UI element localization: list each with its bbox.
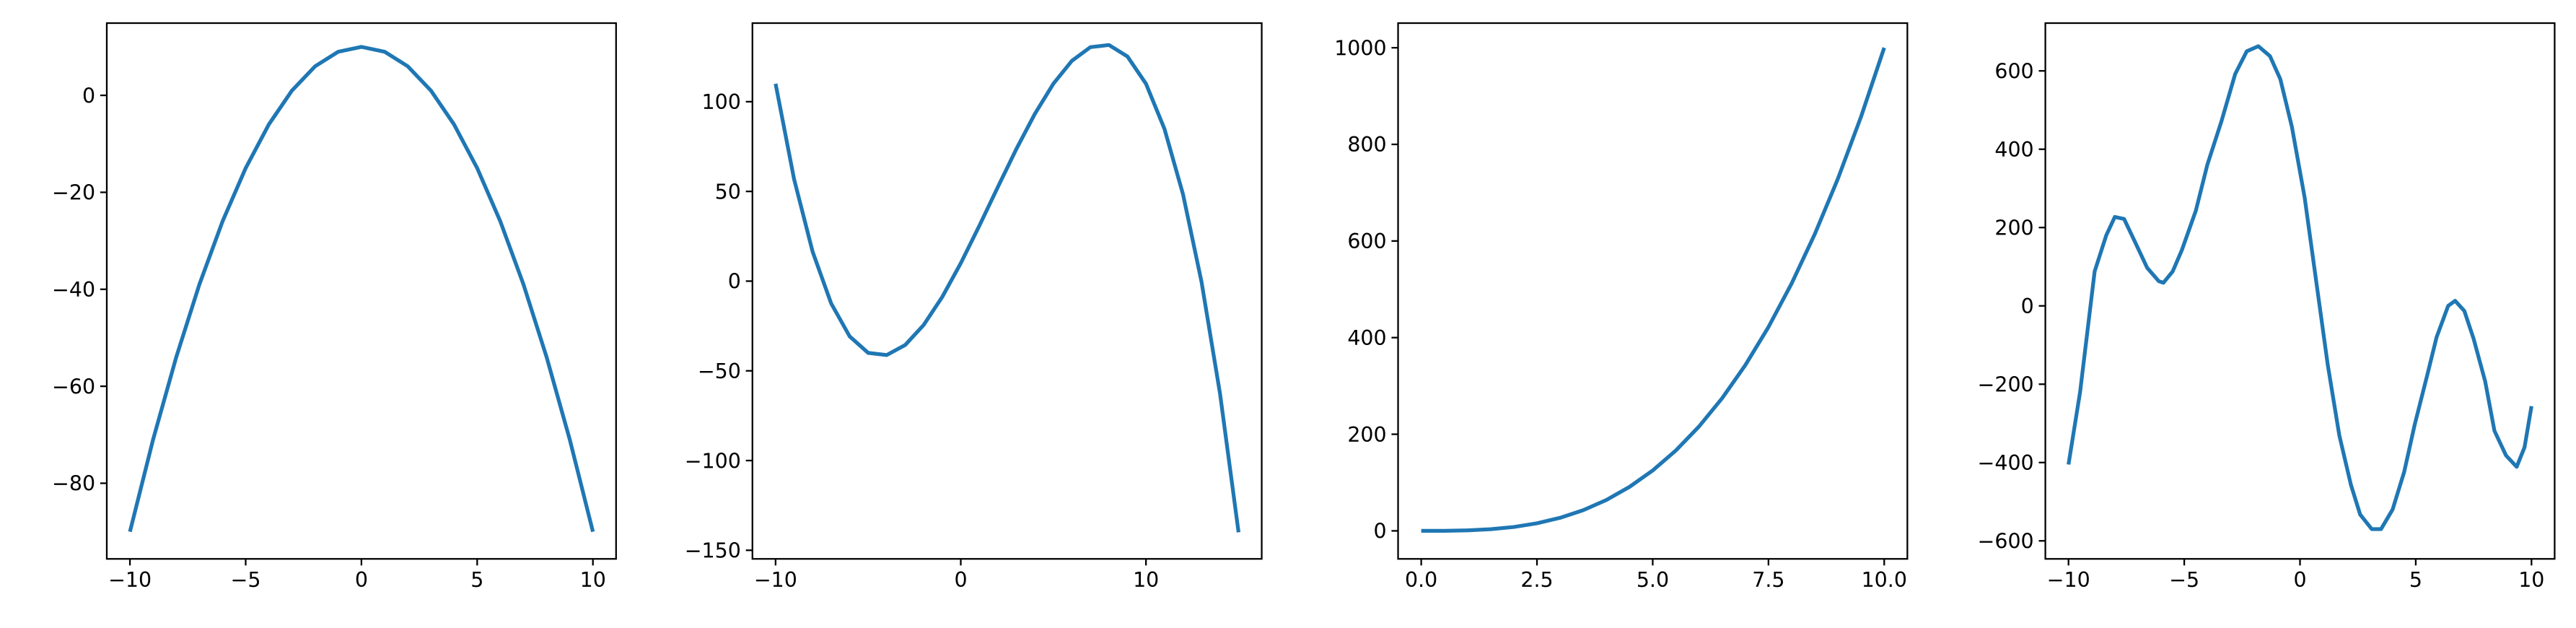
- y-tick-label: −40: [52, 278, 95, 302]
- line: [2067, 44, 2533, 531]
- y-tick-label: 100: [702, 90, 741, 114]
- axes-frame: [751, 22, 1263, 560]
- y-tick-label: 400: [1347, 326, 1386, 350]
- y-tick-label: 50: [715, 180, 741, 204]
- y-tick-label: −80: [52, 472, 95, 496]
- x-tick-label: −10: [2047, 568, 2090, 592]
- x-tick-label: 10.0: [1862, 568, 1907, 592]
- y-tick-label: 0: [1374, 520, 1387, 544]
- x-tick-label: 7.5: [1752, 568, 1784, 592]
- x-tick-label: 0: [954, 568, 967, 592]
- axes-frame: [2044, 22, 2556, 560]
- x-tick-label: 0: [2293, 568, 2306, 592]
- y-tick-label: 800: [1347, 133, 1386, 157]
- x-tick-label: 0: [355, 568, 368, 592]
- x-tick-label: 5: [470, 568, 483, 592]
- x-tick-label: 0.0: [1405, 568, 1437, 592]
- y-tick-label: −50: [698, 359, 741, 383]
- x-tick-label: −5: [2169, 568, 2199, 592]
- y-tick-label: −100: [685, 449, 741, 473]
- line: [774, 43, 1241, 533]
- x-tick-label: −5: [231, 568, 261, 592]
- x-tick-label: −10: [108, 568, 152, 592]
- y-tick-label: 400: [1994, 138, 2033, 162]
- y-tick-label: 200: [1347, 423, 1386, 447]
- x-tick-label: 10: [2518, 568, 2544, 592]
- line: [1421, 47, 1886, 533]
- y-tick-label: 0: [82, 84, 95, 108]
- y-tick-label: −60: [52, 375, 95, 398]
- y-tick-label: 1000: [1334, 36, 1386, 60]
- x-tick-label: 2.5: [1520, 568, 1553, 592]
- y-tick-label: 0: [728, 270, 741, 294]
- x-tick-label: 5.0: [1637, 568, 1669, 592]
- y-tick-label: −150: [685, 539, 741, 563]
- y-tick-label: 0: [2021, 295, 2034, 318]
- y-tick-label: −600: [1978, 530, 2034, 554]
- y-tick-label: −20: [52, 181, 95, 205]
- y-tick-label: −200: [1978, 373, 2034, 397]
- y-tick-label: 600: [1347, 230, 1386, 253]
- y-tick-label: −400: [1978, 451, 2034, 475]
- x-tick-label: 5: [2409, 568, 2422, 592]
- line: [128, 45, 595, 533]
- x-tick-label: 10: [580, 568, 606, 592]
- axes-frame: [1397, 22, 1909, 560]
- y-tick-label: 200: [1994, 216, 2033, 240]
- x-tick-label: −10: [754, 568, 797, 592]
- x-tick-label: 10: [1133, 568, 1159, 592]
- axes-frame: [105, 22, 617, 560]
- y-tick-label: 600: [1994, 59, 2033, 83]
